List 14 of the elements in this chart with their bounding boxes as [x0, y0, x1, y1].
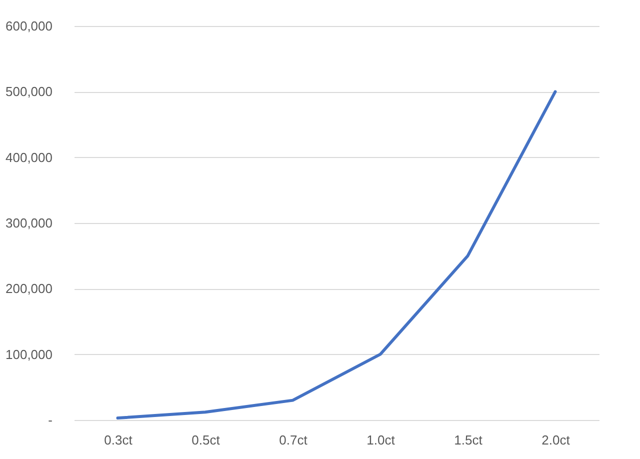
y-tick-label: 300,000 — [6, 216, 52, 230]
x-tick-label: 0.7ct — [279, 432, 308, 448]
x-tick-label: 0.5ct — [192, 432, 220, 448]
y-tick-label: 200,000 — [6, 281, 52, 296]
y-tick-label: 400,000 — [6, 150, 52, 165]
x-tick-label: 2.0ct — [542, 432, 570, 448]
line-series — [116, 90, 557, 420]
x-tick-label: 1.0ct — [366, 432, 396, 448]
y-tick-label: 100,000 — [6, 346, 52, 362]
y-tick-label: - — [48, 412, 52, 428]
y-tick-label: 600,000 — [6, 18, 52, 34]
y-tick-label: 500,000 — [6, 84, 52, 100]
x-tick-label: 0.3ct — [104, 432, 133, 448]
x-tick-label: 1.5ct — [454, 432, 483, 448]
